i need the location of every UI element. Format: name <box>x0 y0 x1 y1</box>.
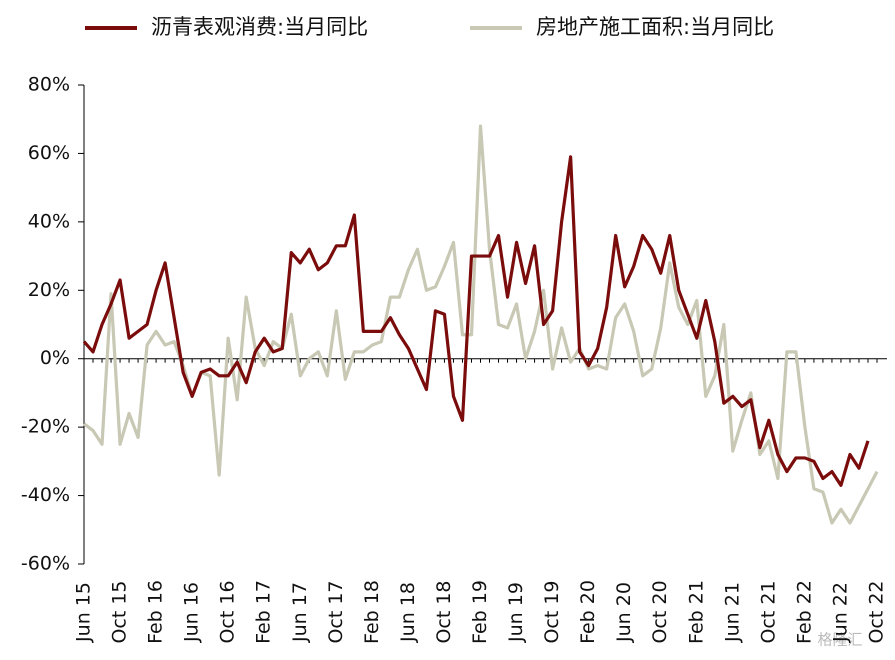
watermark: 格隆汇 <box>817 631 862 649</box>
y-tick-label: -40% <box>21 484 70 506</box>
legend-label: 房地产施工面积:当月同比 <box>536 15 774 39</box>
x-tick-label: Jun 19 <box>505 582 527 643</box>
x-tick-label: Jun 22 <box>829 582 851 643</box>
x-tick-label: Feb 21 <box>685 580 707 644</box>
x-tick-label: Feb 22 <box>793 580 815 644</box>
series-line <box>83 124 879 525</box>
legend: 沥青表观消费:当月同比 房地产施工面积:当月同比 <box>85 15 774 39</box>
y-tick-label: -20% <box>21 416 70 438</box>
x-tick-label: Oct 18 <box>433 580 455 643</box>
x-tick-label: Feb 20 <box>577 580 599 644</box>
x-tick-label: Jun 18 <box>397 582 419 643</box>
x-tick-label: Oct 19 <box>541 580 563 643</box>
y-tick-label: 40% <box>28 210 70 232</box>
x-tick-label: Oct 16 <box>217 580 239 643</box>
x-tick-label: Oct 20 <box>649 580 671 643</box>
y-tick-label: -60% <box>21 553 70 575</box>
x-tick-label: Oct 22 <box>866 580 888 643</box>
y-tick-label: 0% <box>40 347 70 369</box>
x-tick-label: Feb 17 <box>253 580 275 644</box>
x-tick-label: Feb 16 <box>145 580 167 644</box>
x-tick-label: Oct 17 <box>325 580 347 643</box>
x-tick-label: Jun 20 <box>613 582 635 643</box>
x-tick-label: Feb 18 <box>361 580 383 644</box>
y-tick-label: 20% <box>28 279 70 301</box>
x-tick-label: Oct 15 <box>109 580 131 643</box>
y-tick-label: 80% <box>28 74 70 96</box>
x-tick-label: Feb 19 <box>469 580 491 644</box>
x-tick-label: Jun 21 <box>721 582 743 643</box>
y-tick-label: 60% <box>28 142 70 164</box>
x-tick-label: Jun 16 <box>181 582 203 643</box>
legend-label: 沥青表观消费:当月同比 <box>151 15 368 39</box>
x-tick-label: Oct 21 <box>757 580 779 643</box>
series-line <box>82 155 870 487</box>
x-tick-label: Jun 17 <box>289 582 311 643</box>
x-tick-label: Jun 15 <box>73 582 95 643</box>
